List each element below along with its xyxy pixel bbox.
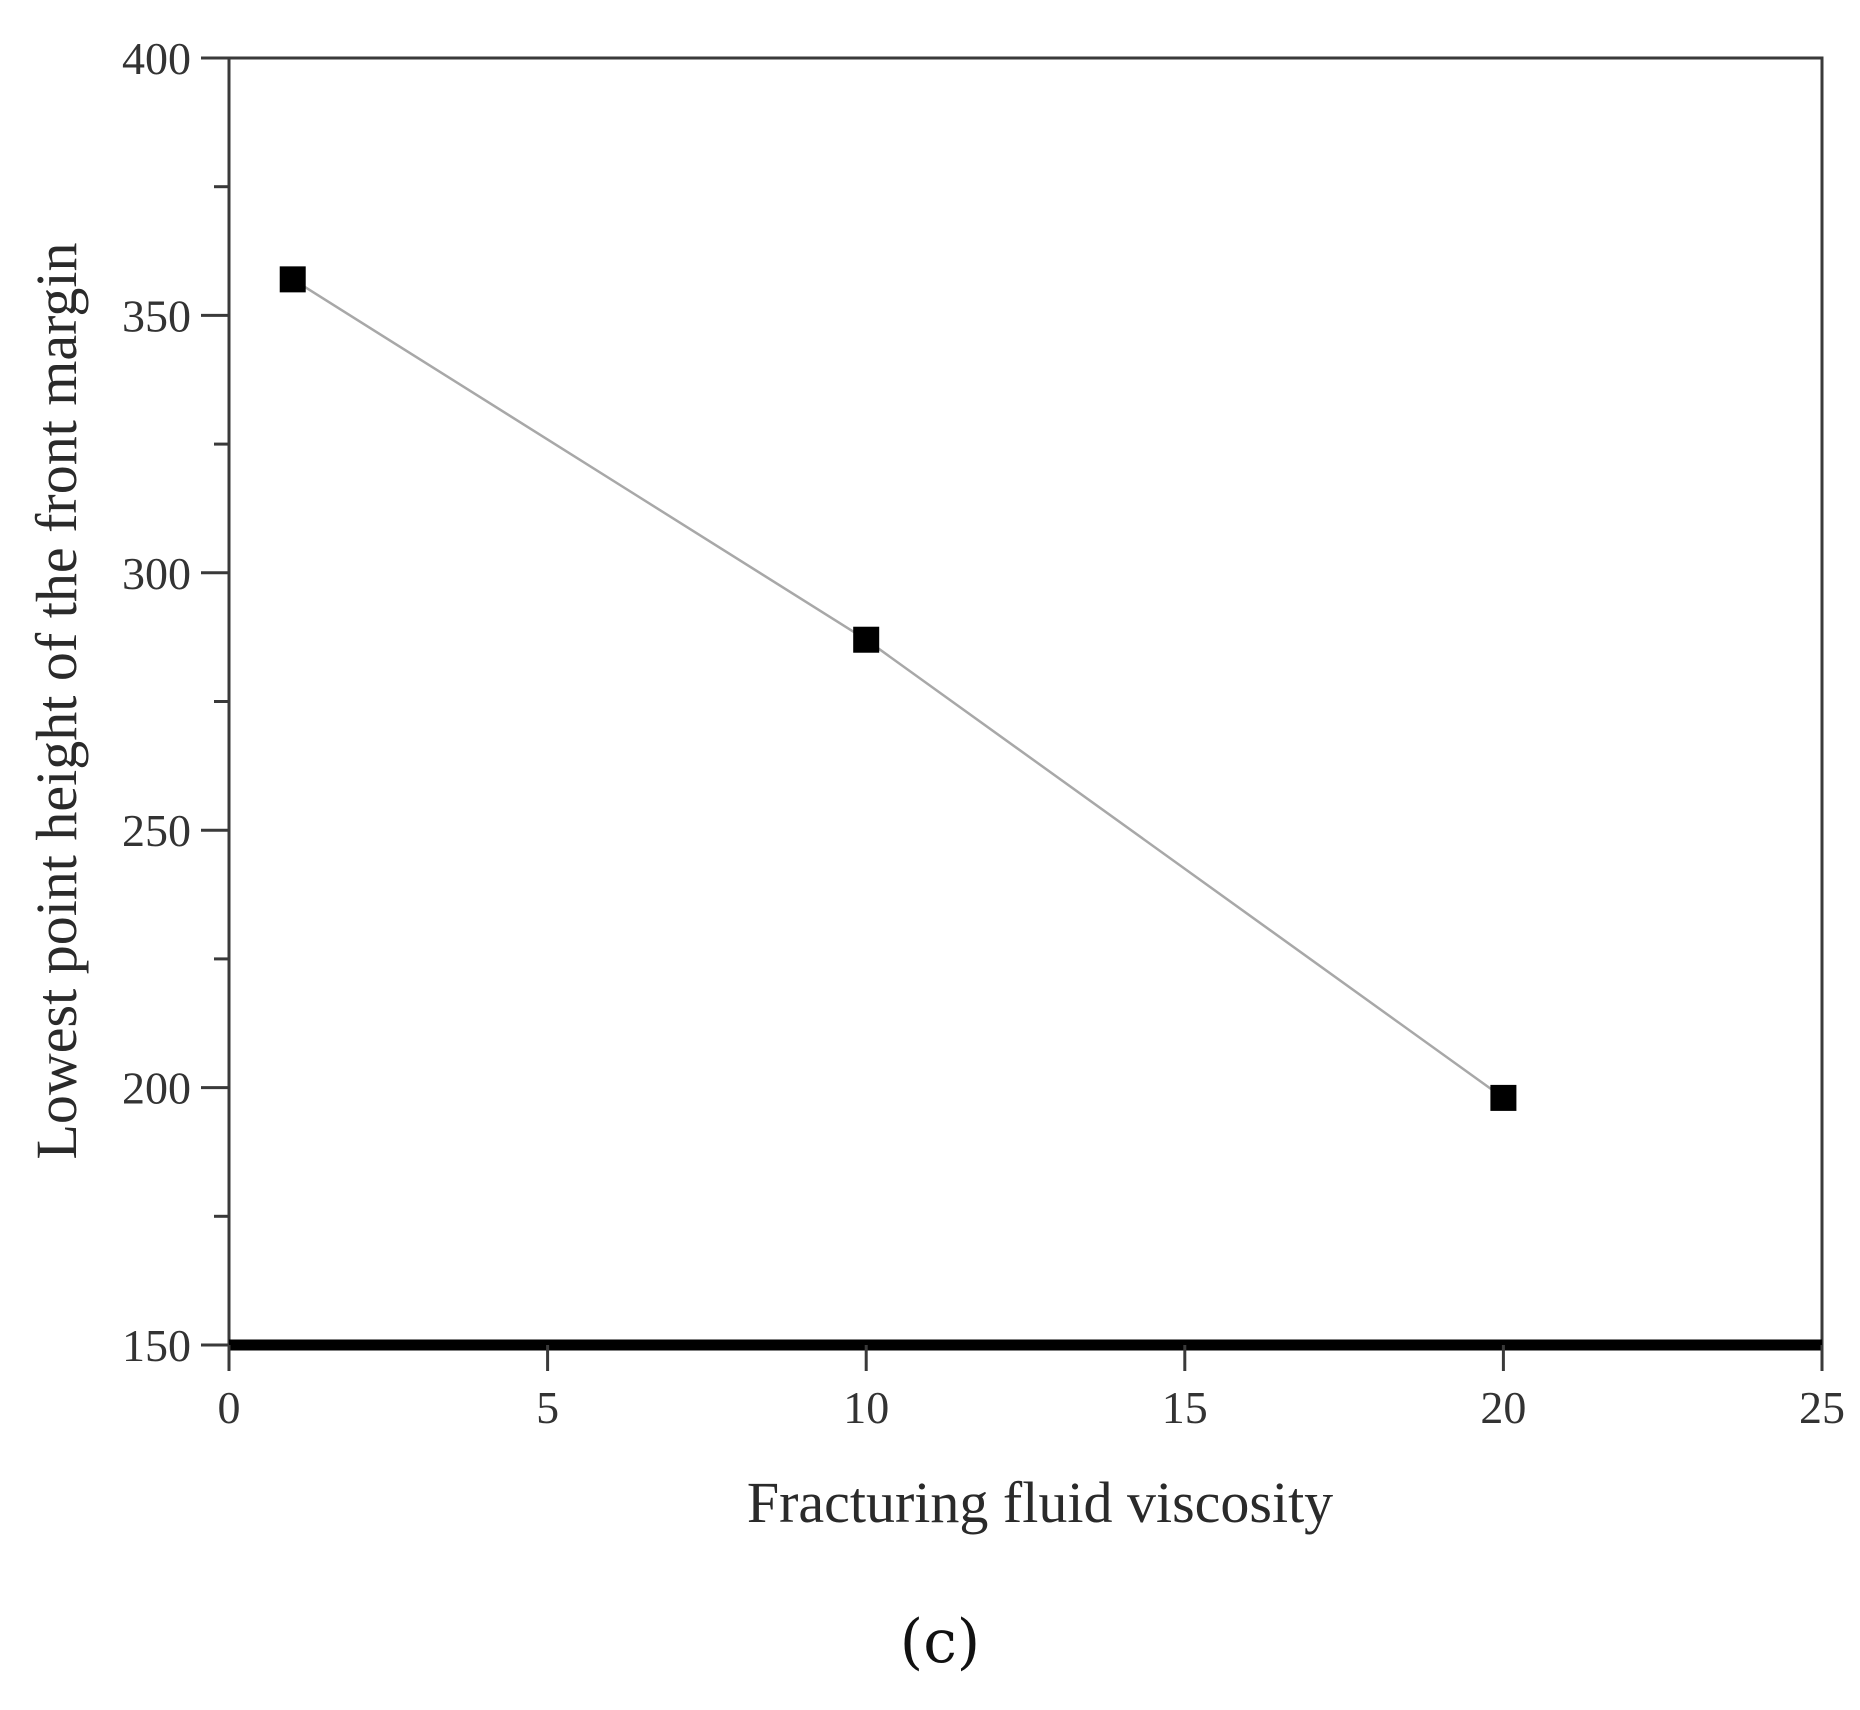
plot-frame [227,56,1824,1351]
x-tick-label: 20 [1480,1382,1526,1433]
panel-label: (c) [900,1607,980,1677]
y-axis-ticks: 150 200 250 300 350 400 [122,33,229,1371]
series-layer [279,266,1517,1111]
plot-area-border [227,56,1824,1347]
data-point-marker [279,266,306,293]
x-tick-label: 5 [536,1382,559,1433]
x-axis-title: Fracturing fluid viscosity [747,1470,1333,1535]
y-tick-label: 400 [122,33,191,84]
data-point-marker [853,626,880,653]
x-tick-label: 10 [843,1382,889,1433]
y-tick-label: 350 [122,290,191,341]
y-tick-label: 150 [122,1320,191,1371]
x-tick-label: 15 [1162,1382,1208,1433]
y-tick-label: 200 [122,1063,191,1114]
y-tick-label: 250 [122,805,191,856]
x-tick-label: 25 [1799,1382,1845,1433]
y-tick-label: 300 [122,548,191,599]
x-axis-ticks: 0 5 10 15 20 25 [218,1345,1845,1433]
x-tick-label: 0 [218,1382,241,1433]
data-point-marker [1490,1084,1517,1111]
series-line [292,278,1505,1099]
y-axis-title: Lowest point height of the front margin [24,242,89,1159]
